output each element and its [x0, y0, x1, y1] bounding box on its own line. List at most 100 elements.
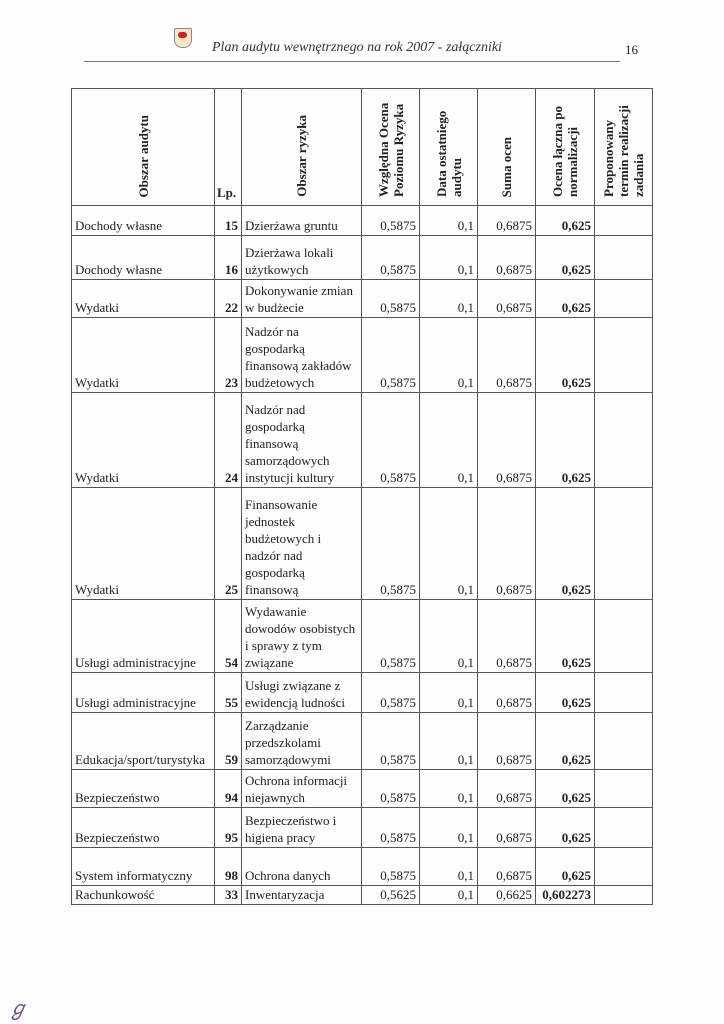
cell-term — [594, 847, 653, 886]
cell-term — [594, 235, 653, 280]
cell-term — [594, 769, 653, 808]
cell-lp: 16 — [214, 235, 242, 280]
cell-norm: 0,625 — [535, 487, 595, 600]
cell-area: Usługi administracyjne — [71, 599, 215, 673]
cell-relative: 0,5875 — [361, 235, 420, 280]
cell-date: 0,1 — [419, 487, 478, 600]
cell-sum: 0,6875 — [477, 205, 536, 236]
cell-lp: 55 — [214, 672, 242, 713]
cell-risk: Inwentaryzacja — [241, 885, 362, 905]
cell-lp: 59 — [214, 712, 242, 770]
cell-risk: Dzierżawa lokali użytkowych — [241, 235, 362, 280]
cell-relative: 0,5875 — [361, 769, 420, 808]
cell-lp: 54 — [214, 599, 242, 673]
cell-relative: 0,5875 — [361, 392, 420, 488]
cell-norm: 0,625 — [535, 847, 595, 886]
cell-relative: 0,5875 — [361, 807, 420, 848]
col-header-date: Data ostatniego audytu — [419, 88, 478, 206]
cell-lp: 95 — [214, 807, 242, 848]
cell-term — [594, 205, 653, 236]
cell-sum: 0,6625 — [477, 885, 536, 905]
cell-sum: 0,6875 — [477, 235, 536, 280]
cell-risk: Bezpieczeństwo i higiena pracy — [241, 807, 362, 848]
cell-relative: 0,5875 — [361, 599, 420, 673]
cell-risk: Usługi związane z ewidencją ludności — [241, 672, 362, 713]
cell-term — [594, 672, 653, 713]
cell-risk: Nadzór nad gospodarką finansową samorząd… — [241, 392, 362, 488]
cell-risk: Dzierżawa gruntu — [241, 205, 362, 236]
col-header-norm: Ocena łączna po normalizacji — [535, 88, 595, 206]
cell-area: Usługi administracyjne — [71, 672, 215, 713]
header-divider — [84, 61, 620, 62]
table-row: Bezpieczeństwo 94 Ochrona informacji nieja… — [71, 769, 653, 808]
cell-lp: 94 — [214, 769, 242, 808]
cell-area: Wydatki — [71, 279, 215, 318]
table-row: Rachunkowość 33 Inwentaryzacja 0,5625 0,1 0,6… — [71, 885, 653, 905]
table-row: Edukacja/sport/turystyka 59 Zarządzanie pr… — [71, 712, 653, 770]
table-row: Wydatki 25 Finansowanie jednostek budżetow… — [71, 487, 653, 600]
table-row: System informatyczny 98 Ochrona danych 0,58… — [71, 847, 653, 886]
cell-relative: 0,5625 — [361, 885, 420, 905]
cell-risk: Wydawanie dowodów osobistych i sprawy z … — [241, 599, 362, 673]
cell-risk: Ochrona informacji niejawnych — [241, 769, 362, 808]
table-header-row: Obszar audytu Lp. Obszar ryzyka Względna… — [71, 88, 653, 206]
cell-norm: 0,625 — [535, 205, 595, 236]
cell-norm: 0,602273 — [535, 885, 595, 905]
cell-area: Bezpieczeństwo — [71, 807, 215, 848]
cell-area: Dochody własne — [71, 235, 215, 280]
cell-area: Wydatki — [71, 392, 215, 488]
cell-term — [594, 487, 653, 600]
cell-area: Rachunkowość — [71, 885, 215, 905]
table-row: Wydatki 24 Nadzór nad gospodarką finansową… — [71, 392, 653, 488]
col-header-relative: Względna Ocena Poziomu Ryzyka — [361, 88, 420, 206]
cell-norm: 0,625 — [535, 599, 595, 673]
cell-lp: 15 — [214, 205, 242, 236]
cell-sum: 0,6875 — [477, 807, 536, 848]
cell-sum: 0,6875 — [477, 599, 536, 673]
cell-relative: 0,5875 — [361, 317, 420, 393]
cell-lp: 33 — [214, 885, 242, 905]
cell-date: 0,1 — [419, 279, 478, 318]
cell-norm: 0,625 — [535, 672, 595, 713]
cell-sum: 0,6875 — [477, 672, 536, 713]
table-row: Wydatki 23 Nadzór na gospodarką finansową … — [71, 317, 653, 393]
cell-risk: Dokonywanie zmian w budżecie — [241, 279, 362, 318]
table-row: Dochody własne 16 Dzierżawa lokali użytkow… — [71, 235, 653, 280]
cell-sum: 0,6875 — [477, 392, 536, 488]
cell-date: 0,1 — [419, 885, 478, 905]
cell-term — [594, 392, 653, 488]
page-number: 16 — [625, 42, 638, 57]
cell-area: Dochody własne — [71, 205, 215, 236]
cell-risk: Ochrona danych — [241, 847, 362, 886]
cell-sum: 0,6875 — [477, 712, 536, 770]
cell-relative: 0,5875 — [361, 205, 420, 236]
col-header-term: Proponowany termin realizacji zadania — [594, 88, 653, 206]
cell-norm: 0,625 — [535, 712, 595, 770]
cell-term — [594, 885, 653, 905]
cell-sum: 0,6875 — [477, 317, 536, 393]
cell-term — [594, 807, 653, 848]
cell-date: 0,1 — [419, 235, 478, 280]
table-row: Dochody własne 15 Dzierżawa gruntu 0,5875 0,… — [71, 205, 653, 236]
cell-date: 0,1 — [419, 205, 478, 236]
cell-risk: Nadzór na gospodarką finansową zakładów … — [241, 317, 362, 393]
cell-date: 0,1 — [419, 672, 478, 713]
cell-relative: 0,5875 — [361, 487, 420, 600]
cell-lp: 25 — [214, 487, 242, 600]
cell-norm: 0,625 — [535, 235, 595, 280]
cell-term — [594, 279, 653, 318]
cell-risk: Zarządzanie przedszkolami samorządowymi — [241, 712, 362, 770]
cell-relative: 0,5875 — [361, 279, 420, 318]
table-row: Usługi administracyjne 54 Wydawanie dowodó… — [71, 599, 653, 673]
cell-norm: 0,625 — [535, 279, 595, 318]
cell-sum: 0,6875 — [477, 847, 536, 886]
cell-norm: 0,625 — [535, 807, 595, 848]
cell-sum: 0,6875 — [477, 487, 536, 600]
cell-date: 0,1 — [419, 807, 478, 848]
col-header-sum: Suma ocen — [477, 88, 536, 206]
cell-date: 0,1 — [419, 599, 478, 673]
cell-lp: 98 — [214, 847, 242, 886]
col-header-risk: Obszar ryzyka — [241, 88, 362, 206]
coat-of-arms-logo — [174, 28, 192, 48]
